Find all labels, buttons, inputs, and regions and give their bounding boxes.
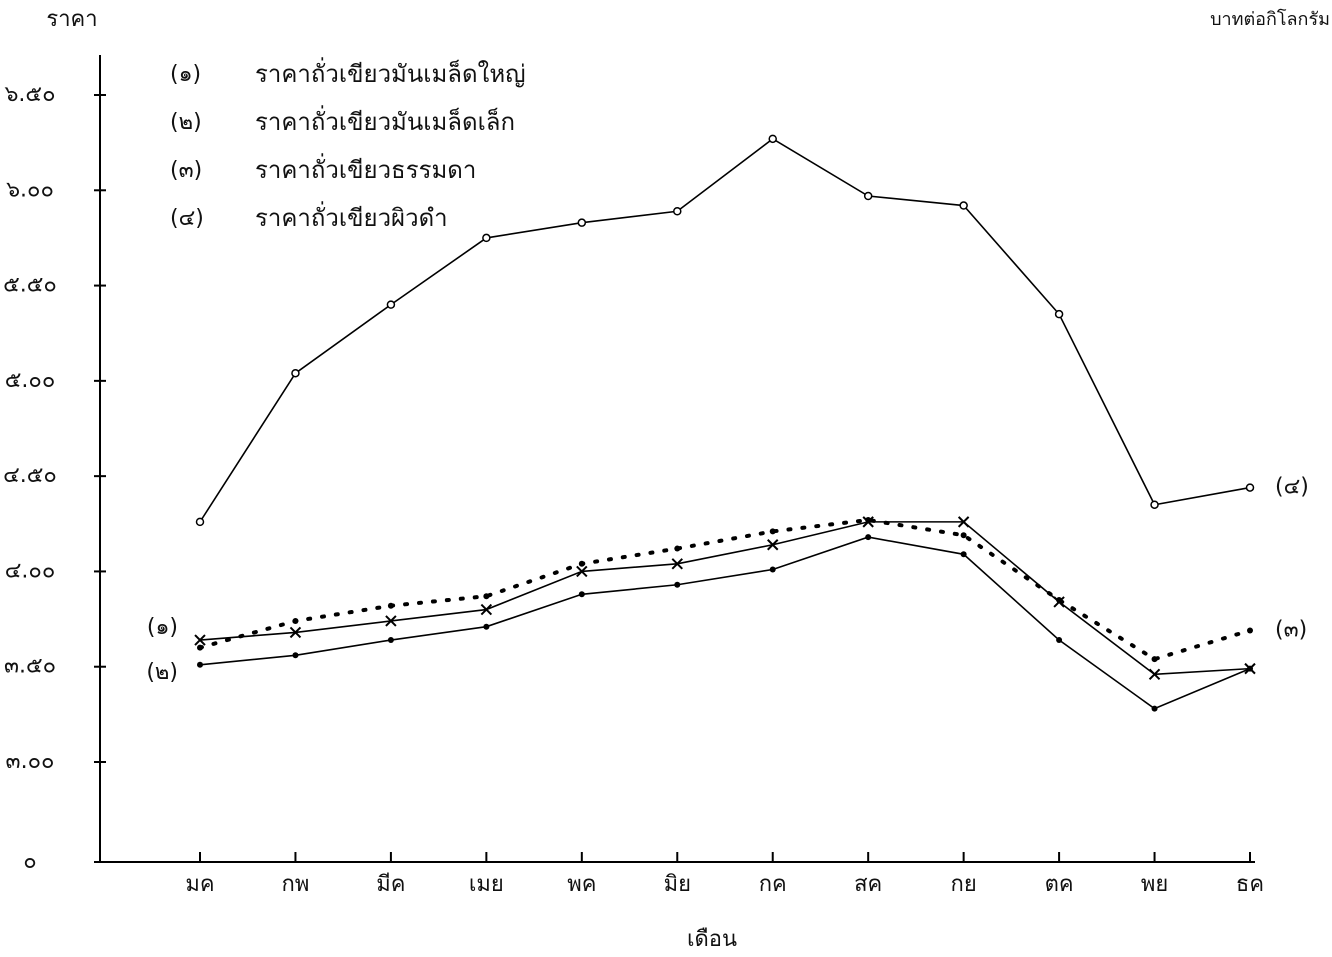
legend-label: ราคาถั่วเขียวธรรมดา [255, 153, 476, 184]
y-tick-label: ๔.๕๐ [3, 463, 57, 488]
y-tick-label: ๕.๐๐ [5, 368, 56, 393]
x-tick-label: มีค [376, 872, 405, 897]
marker [769, 528, 776, 535]
y-tick-label: ๕.๕๐ [3, 273, 57, 298]
marker [863, 191, 873, 201]
legend-label: ราคาถั่วเขียวมันเมล็ดใหญ่ [255, 57, 526, 88]
marker [482, 233, 491, 243]
x-tick-label: พค [567, 872, 596, 897]
marker [1054, 309, 1064, 319]
marker [674, 581, 681, 588]
series-line [199, 137, 1251, 523]
marker [865, 516, 872, 523]
y-tick-label: ๖.๕๐ [4, 82, 55, 107]
marker [671, 558, 683, 570]
marker [674, 545, 681, 552]
marker [865, 534, 872, 541]
x-tick-label: เมย [469, 872, 504, 897]
marker [385, 615, 397, 627]
marker [1247, 665, 1253, 672]
marker [291, 368, 300, 378]
legend-label: ราคาถั่วเขียวผิวดำ [255, 201, 448, 232]
series-tag: (๔) [1275, 475, 1309, 500]
marker [1247, 627, 1253, 634]
legend-label: ราคาถั่วเขียวมันเมล็ดเล็ก [255, 105, 515, 136]
marker [1151, 705, 1158, 712]
y-tick-label: ๔.๐๐ [5, 558, 56, 583]
marker [578, 591, 585, 598]
unit-note: บาทต่อกิโลกรัม [1210, 8, 1330, 30]
marker [960, 551, 967, 558]
marker [197, 661, 203, 668]
marker [387, 637, 394, 644]
y-tick-label: ๖.๐๐ [6, 177, 54, 202]
marker [768, 134, 777, 144]
legend-tag: (๒) [170, 110, 202, 135]
y-tick-label: ๓.๐๐ [6, 749, 55, 774]
marker [577, 218, 587, 227]
x-tick-label: มค [185, 872, 214, 897]
y-axis-label: ราคา [46, 7, 97, 32]
x-tick-label: กพ [282, 872, 310, 897]
x-tick-label: กค [759, 872, 787, 897]
series-line [199, 536, 1251, 710]
marker [483, 623, 490, 630]
series-line [199, 521, 1251, 676]
marker [1148, 668, 1161, 681]
marker [767, 539, 779, 551]
marker [673, 206, 682, 216]
marker [195, 517, 205, 527]
series-line [198, 517, 1252, 662]
x-tick-label: สค [854, 872, 882, 897]
marker [386, 300, 396, 309]
x-tick-label: มิย [664, 872, 691, 897]
legend-tag: (๔) [170, 206, 204, 231]
marker [194, 634, 206, 646]
series-tag: (๑) [147, 615, 178, 640]
marker [578, 560, 585, 567]
legend-tag: (๑) [170, 62, 201, 87]
marker [960, 532, 967, 539]
x-tick-label: ธค [1236, 872, 1264, 897]
series-tag: (๒) [146, 660, 178, 685]
x-axis-label: เดือน [687, 927, 737, 952]
x-tick-label: กย [951, 872, 977, 897]
marker [292, 652, 299, 659]
marker [1056, 637, 1063, 644]
x-tick-label: ตค [1045, 872, 1074, 897]
marker [1245, 483, 1255, 492]
marker [480, 603, 493, 616]
x-tick-label: พย [1141, 872, 1168, 897]
marker [576, 565, 588, 578]
marker [1150, 500, 1159, 509]
marker [197, 644, 203, 651]
marker [387, 602, 394, 609]
marker [1151, 656, 1158, 663]
marker [957, 516, 970, 528]
y-tick-label: ๐ [23, 849, 36, 874]
marker [483, 593, 490, 600]
y-tick-label: ๓.๕๐ [4, 654, 56, 679]
marker [959, 201, 968, 210]
legend-tag: (๓) [170, 158, 202, 183]
marker [289, 626, 302, 639]
marker [1056, 597, 1063, 604]
series-tag: (๓) [1275, 618, 1307, 643]
marker [769, 566, 776, 573]
marker [292, 617, 299, 624]
